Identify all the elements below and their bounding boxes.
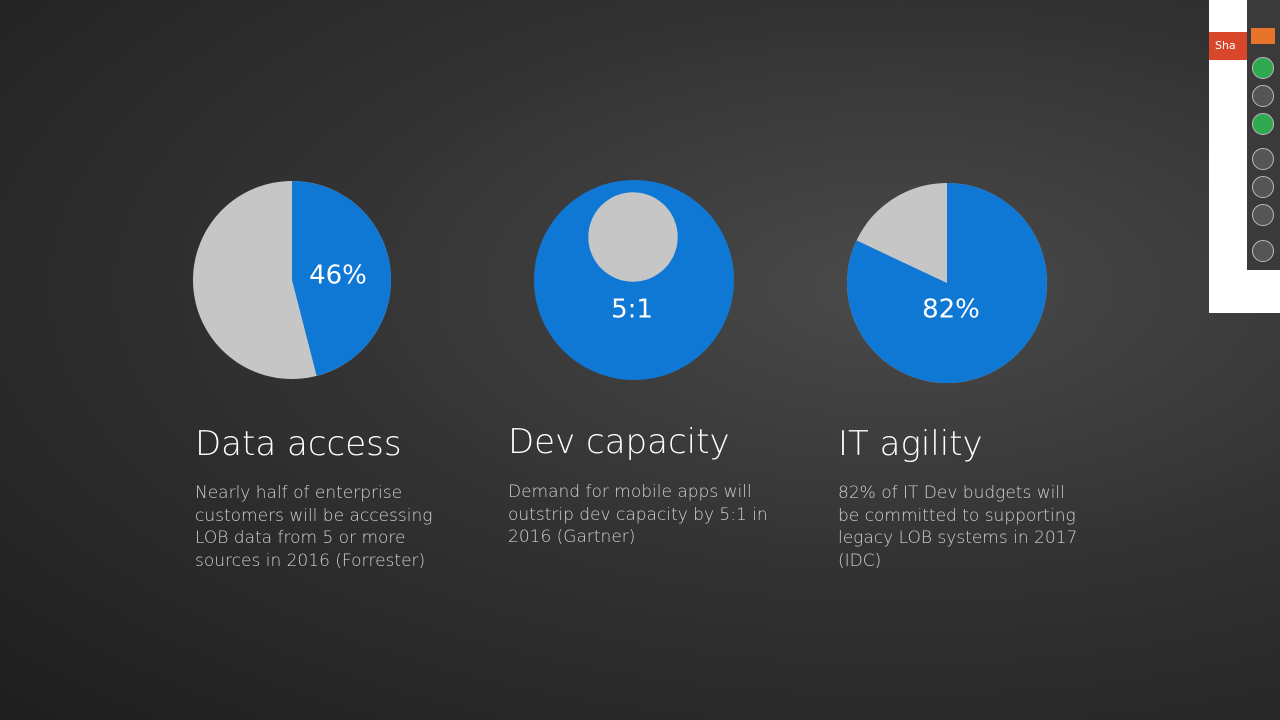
pause-button[interactable] xyxy=(1252,148,1274,170)
screen-button[interactable] xyxy=(1252,113,1274,135)
ratio-small xyxy=(588,192,678,282)
toolbar-sidebar xyxy=(1247,0,1280,270)
mouse-button[interactable] xyxy=(1252,176,1274,198)
back-button[interactable] xyxy=(1251,28,1275,44)
pie-slice xyxy=(847,183,1047,383)
stat-title: Data access xyxy=(195,424,402,464)
stat-description: Nearly half of enterprise customers will… xyxy=(195,483,433,571)
stat-title: IT agility xyxy=(838,424,983,464)
recording-toolbar: Sha xyxy=(1209,0,1280,313)
display-button[interactable] xyxy=(1252,204,1274,226)
mic-button[interactable] xyxy=(1252,57,1274,79)
stat-value-label: 82% xyxy=(922,295,980,325)
camera-button[interactable] xyxy=(1252,85,1274,107)
stat-title: Dev capacity xyxy=(508,422,730,462)
stat-value-label: 5:1 xyxy=(611,295,653,325)
share-button[interactable]: Sha xyxy=(1209,32,1249,60)
pie-slice xyxy=(292,181,391,376)
pen-button[interactable] xyxy=(1252,240,1274,262)
stat-description: 82% of IT Dev budgets will be committed … xyxy=(838,483,1078,571)
stat-description: Demand for mobile apps will outstrip dev… xyxy=(508,482,768,547)
stat-value-label: 46% xyxy=(309,261,367,291)
